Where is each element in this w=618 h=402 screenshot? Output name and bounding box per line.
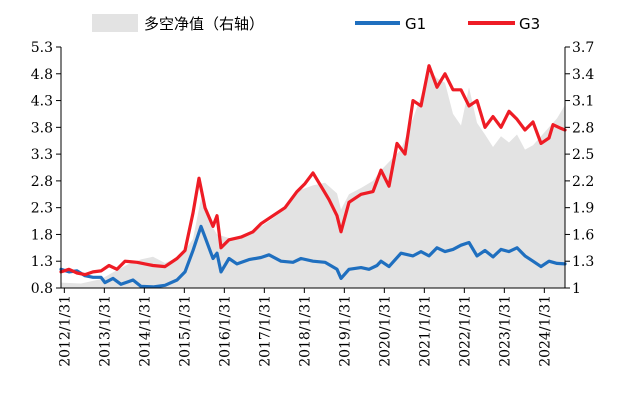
x-tick-label: 2016/1/31	[217, 295, 233, 367]
plot-area	[59, 64, 567, 289]
left-tick-label: 1.3	[31, 254, 53, 270]
right-tick-label: 3.4	[572, 67, 594, 83]
x-tick-label: 2024/1/31	[537, 295, 553, 367]
series-area-net-value	[61, 69, 565, 288]
x-tick-label: 2021/1/31	[417, 295, 433, 367]
left-tick-label: 5.3	[31, 40, 53, 56]
legend-label-g3: G3	[519, 15, 540, 33]
right-tick-label: 2.2	[572, 174, 594, 190]
axes: 5.3 4.8 4.3 3.8 3.3 2.8 2.3 1.8 1.3 0.8 3.7 3.4 3.1 2…	[31, 40, 595, 367]
x-tick-label: 2022/1/31	[457, 295, 473, 367]
right-tick-label: 2.8	[572, 120, 594, 136]
series-line-g3	[59, 64, 567, 277]
series-line-g1	[59, 224, 567, 289]
x-tick-label: 2013/1/31	[97, 295, 113, 367]
legend-swatch-area	[92, 14, 138, 32]
x-tick-label: 2012/1/31	[57, 295, 73, 367]
left-tick-label: 4.8	[31, 67, 53, 83]
x-tick-label: 2023/1/31	[497, 295, 513, 367]
right-tick-label: 1.9	[572, 201, 594, 217]
left-tick-label: 1.8	[31, 227, 53, 243]
right-tick-label: 1.6	[572, 227, 594, 243]
right-tick-label: 3.7	[572, 40, 594, 56]
right-tick-label: 1	[572, 281, 581, 297]
x-tick-label: 2015/1/31	[177, 295, 193, 367]
x-tick-label: 2014/1/31	[137, 295, 153, 367]
left-tick-label: 0.8	[31, 281, 53, 297]
right-tick-label: 1.3	[572, 254, 594, 270]
x-tick-label: 2017/1/31	[257, 295, 273, 367]
left-tick-label: 4.3	[31, 94, 53, 110]
left-tick-label: 2.8	[31, 174, 53, 190]
legend-label-area: 多空净值（右轴）	[144, 15, 264, 33]
legend-label-g1: G1	[405, 15, 426, 33]
left-tick-label: 3.3	[31, 147, 53, 163]
right-tick-label: 3.1	[572, 94, 594, 110]
left-tick-label: 3.8	[31, 120, 53, 136]
left-tick-label: 2.3	[31, 201, 53, 217]
x-tick-label: 2020/1/31	[377, 295, 393, 367]
right-tick-label: 2.5	[572, 147, 594, 163]
x-tick-label: 2019/1/31	[337, 295, 353, 367]
legend: 多空净值（右轴） G1 G3	[92, 14, 540, 33]
x-tick-label: 2018/1/31	[297, 295, 313, 367]
